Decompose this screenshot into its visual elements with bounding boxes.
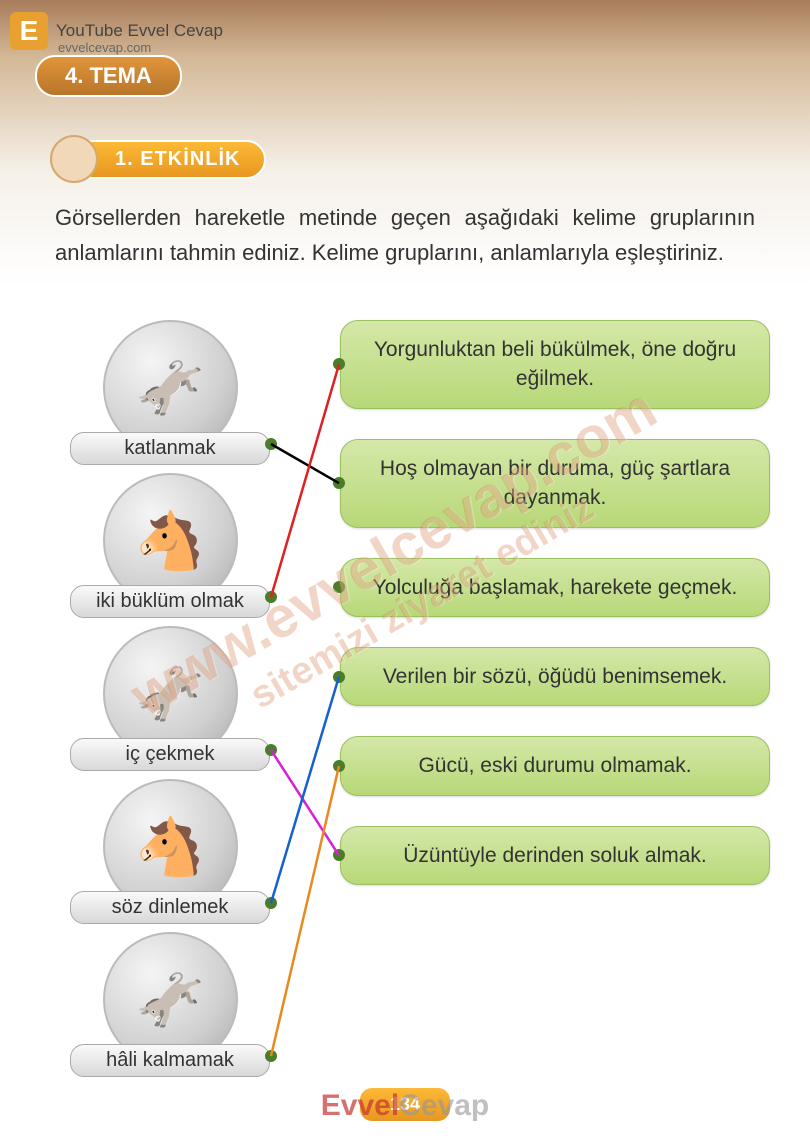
connection-dot (333, 477, 345, 489)
activity-icon (50, 135, 98, 183)
definition-box[interactable]: Gücü, eski durumu olmamak. (340, 736, 770, 795)
word-item: 🫏 iç çekmek (40, 626, 300, 771)
connection-dot (265, 897, 277, 909)
brand-badge: E (10, 12, 48, 50)
definition-box[interactable]: Hoş olmayan bir duruma, güç şartlara day… (340, 439, 770, 528)
definition-box[interactable]: Yorgunluktan beli bükülmek, öne doğru eğ… (340, 320, 770, 409)
connection-dot (265, 438, 277, 450)
activity-badge: 1. ETKİNLİK (50, 135, 266, 183)
words-column: 🫏 katlanmak 🐴 iki büklüm olmak 🫏 iç çekm… (40, 320, 300, 1085)
donkey-icon: 🫏 (135, 355, 205, 421)
matching-area: 🫏 katlanmak 🐴 iki büklüm olmak 🫏 iç çekm… (40, 320, 770, 1063)
word-label[interactable]: katlanmak (70, 432, 270, 465)
connection-dot (333, 849, 345, 861)
footer-brand-2: Cevap (399, 1089, 489, 1122)
activity-label: 1. ETKİNLİK (73, 140, 266, 179)
donkey-icon: 🫏 (135, 967, 205, 1033)
word-label[interactable]: hâli kalmamak (70, 1044, 270, 1077)
word-item: 🫏 hâli kalmamak (40, 932, 300, 1077)
word-label[interactable]: iki büklüm olmak (70, 585, 270, 618)
instruction-text: Görsellerden hareketle metinde geçen aşa… (55, 200, 755, 270)
donkey-icon: 🐴 (135, 508, 205, 574)
connection-dot (333, 760, 345, 772)
site-url-text: evvelcevap.com (58, 40, 151, 55)
header-bar: E YouTube Evvel Cevap evvelcevap.com (10, 8, 430, 53)
footer-watermark: EvvelCevap (321, 1089, 489, 1123)
word-label[interactable]: söz dinlemek (70, 891, 270, 924)
word-item: 🫏 katlanmak (40, 320, 300, 465)
connection-dot (333, 671, 345, 683)
footer-brand-1: Evvel (321, 1089, 399, 1122)
definition-box[interactable]: Verilen bir sözü, öğüdü benimsemek. (340, 647, 770, 706)
definitions-column: Yorgunluktan beli bükülmek, öne doğru eğ… (340, 320, 770, 915)
tema-badge: 4. TEMA (35, 55, 182, 97)
connection-dot (333, 358, 345, 370)
connection-dot (265, 591, 277, 603)
word-item: 🐴 iki büklüm olmak (40, 473, 300, 618)
connection-dot (265, 744, 277, 756)
donkey-icon: 🐴 (135, 814, 205, 880)
definition-box[interactable]: Üzüntüyle derinden soluk almak. (340, 826, 770, 885)
youtube-link-text: YouTube Evvel Cevap (56, 21, 223, 41)
connection-dot (265, 1050, 277, 1062)
word-label[interactable]: iç çekmek (70, 738, 270, 771)
word-item: 🐴 söz dinlemek (40, 779, 300, 924)
donkey-icon: 🫏 (135, 661, 205, 727)
definition-box[interactable]: Yolculuğa başlamak, harekete geçmek. (340, 558, 770, 617)
connection-dot (333, 581, 345, 593)
